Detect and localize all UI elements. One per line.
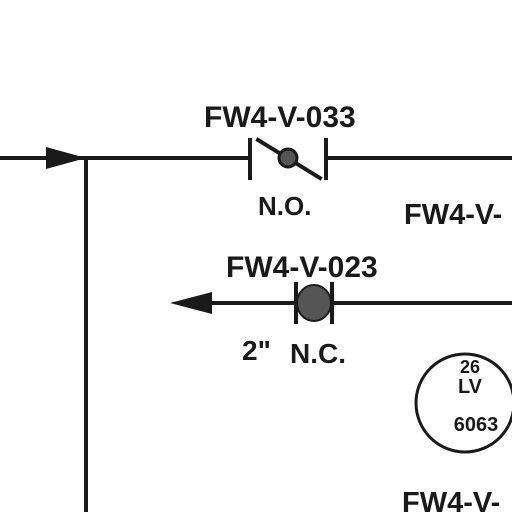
valve-033-body xyxy=(277,147,299,169)
right-upper-tag: FW4-V- xyxy=(404,199,502,231)
instrument-number: 26 xyxy=(460,357,480,377)
valve-033-tag: FW4-V-033 xyxy=(204,101,356,134)
valve-fw4-v-023 xyxy=(294,282,334,324)
instrument-loop: 6063 xyxy=(454,414,499,436)
valve-fw4-v-033 xyxy=(248,137,328,181)
instrument-type: LV xyxy=(458,376,483,398)
valve-023-body xyxy=(296,284,332,322)
valve-023-state: N.C. xyxy=(290,338,346,369)
instrument-bubble xyxy=(414,352,512,454)
flow-arrow-left-icon xyxy=(170,292,212,314)
valve-023-tag: FW4-V-023 xyxy=(226,251,378,284)
valve-033-state: N.O. xyxy=(258,191,311,221)
flow-arrow-right-icon xyxy=(46,147,86,169)
right-lower-tag: FW4-V- xyxy=(402,487,500,512)
valve-023-size: 2" xyxy=(242,335,271,366)
